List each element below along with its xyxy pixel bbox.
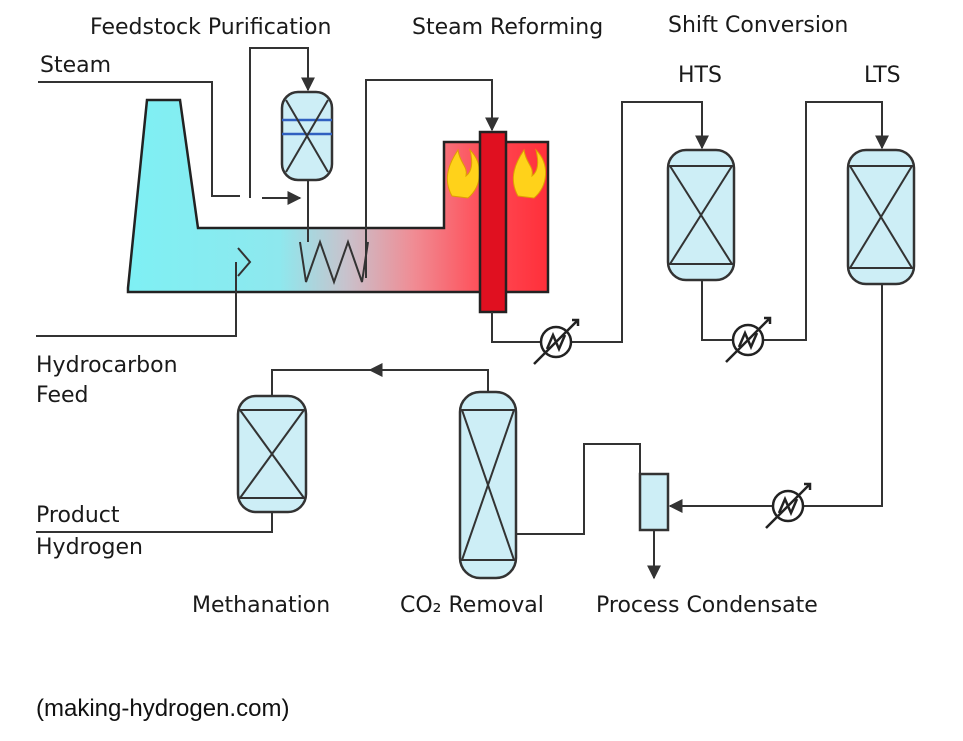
co2-removal-column [458, 390, 518, 580]
label-co2-removal: CO₂ Removal [400, 593, 544, 618]
label-product: Product [36, 503, 120, 528]
label-hts: HTS [678, 63, 722, 88]
process-lines [36, 47, 889, 580]
label-shift-conversion: Shift Conversion [668, 13, 848, 38]
reformer-tube [478, 130, 508, 314]
methanation-reactor [236, 394, 308, 514]
label-steam: Steam [40, 53, 111, 78]
condensate-separator [638, 472, 670, 532]
heat-exchanger-icon [725, 316, 772, 363]
label-methanation: Methanation [192, 593, 330, 618]
hts-reactor [666, 148, 736, 282]
flame-icon-right [512, 148, 546, 199]
lts-reactor [846, 148, 916, 286]
label-lts: LTS [864, 63, 901, 88]
reformer-furnace [126, 98, 550, 314]
label-hydrogen: Hydrogen [36, 535, 143, 560]
heat-exchanger-icon [765, 482, 812, 529]
label-hydrocarbon: Hydrocarbon [36, 353, 178, 378]
label-steam-reforming: Steam Reforming [412, 15, 603, 40]
source-credit: (making-hydrogen.com) [36, 695, 289, 722]
feed-preheat-coil [237, 247, 252, 277]
heat-exchanger-icon [533, 318, 580, 365]
label-feed: Feed [36, 383, 89, 408]
convection-coil [299, 238, 369, 286]
label-process-condensate: Process Condensate [596, 593, 818, 618]
purification-vessel [280, 90, 334, 182]
label-feedstock-purification: Feedstock Purification [90, 15, 331, 40]
